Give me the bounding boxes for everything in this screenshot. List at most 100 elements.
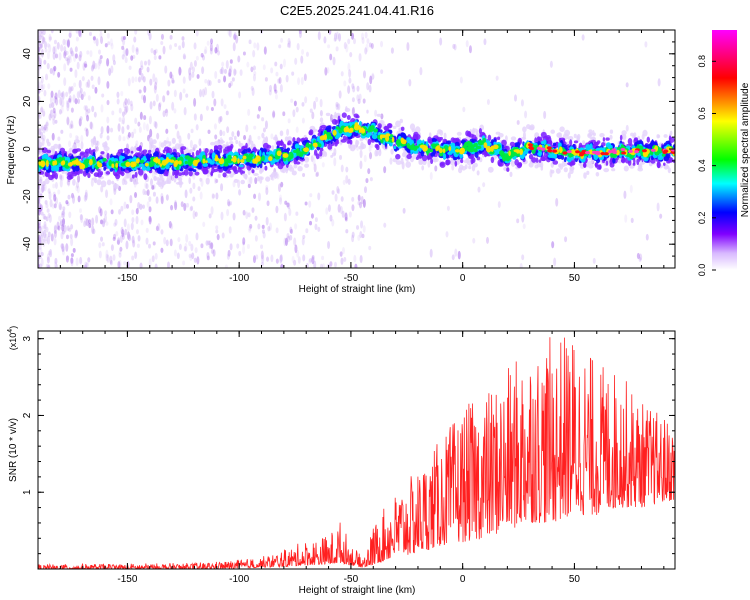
- spectrogram-noise-cell: [164, 65, 168, 74]
- spectrogram-noise-cell: [107, 41, 111, 46]
- spectrogram-noise-cell: [138, 126, 142, 133]
- spectrogram-noise-cell: [78, 54, 82, 62]
- spectrogram-cell: [563, 167, 568, 173]
- spectrogram-cell: [477, 139, 484, 146]
- spectrogram-noise-cell: [78, 30, 82, 37]
- spectrogram-noise-cell: [54, 261, 58, 268]
- spectrogram-cell: [142, 149, 148, 153]
- spectrogram-cell: [383, 126, 389, 131]
- spectrogram-noise-cell: [38, 54, 41, 62]
- spectrogram-cell: [350, 144, 356, 152]
- spectrogram-noise-cell: [188, 67, 192, 76]
- spectrogram-noise-cell: [272, 111, 276, 119]
- spectrogram-noise-cell: [68, 211, 72, 219]
- spectrogram-cell: [226, 146, 233, 151]
- spectrogram-cell: [96, 179, 102, 186]
- spectrogram-noise-cell: [139, 111, 143, 120]
- spectrogram-noise-cell: [351, 97, 355, 103]
- spectrogram-cell: [113, 183, 120, 189]
- spectrogram-noise-cell: [296, 42, 300, 51]
- spectrogram-noise-cell: [128, 234, 132, 242]
- spectrogram-cell: [633, 158, 636, 165]
- spectrogram-cell: [69, 174, 74, 180]
- spectrogram-cell: [184, 155, 191, 160]
- spectrogram-noise-cell: [264, 77, 268, 82]
- spectrogram-cell: [567, 172, 571, 179]
- spectrogram-noise-cell: [215, 179, 219, 184]
- spectrogram-noise-cell: [91, 64, 95, 71]
- spectrogram-noise-cell: [174, 123, 178, 130]
- spectrogram-noise-cell: [105, 221, 109, 226]
- spectrogram-noise-cell: [245, 211, 249, 220]
- spectrogram-noise-cell: [42, 237, 46, 243]
- spectrogram-noise-cell: [352, 38, 356, 45]
- spectrogram-cell: [486, 142, 492, 146]
- spectrogram-noise-cell: [44, 48, 48, 53]
- spectrogram-noise-cell: [70, 107, 74, 113]
- spectrogram-noise-cell: [246, 61, 250, 68]
- spectrogram-cell: [583, 172, 587, 179]
- spectrogram-noise-cell: [79, 256, 83, 265]
- spectrogram-noise-cell: [44, 123, 48, 131]
- spectrogram-noise-cell: [118, 259, 122, 268]
- spectrogram-noise-cell: [42, 184, 46, 192]
- spectrogram-cell: [340, 139, 347, 143]
- spectrogram-noise-cell: [59, 220, 63, 227]
- spectrogram-cell: [567, 136, 574, 141]
- spectrogram-noise-cell: [194, 247, 198, 254]
- spectrogram-noise-cell: [638, 257, 642, 262]
- spectrogram-noise-cell: [193, 257, 197, 263]
- spectrogram-hot-cell: [620, 147, 626, 152]
- spectrogram-noise-cell: [434, 165, 438, 172]
- spectrogram-noise-cell: [163, 236, 167, 245]
- spectrogram-noise-cell: [38, 254, 42, 260]
- spectrogram-noise-cell: [472, 237, 476, 244]
- spectrogram-noise-cell: [74, 230, 78, 239]
- spectrogram-noise-cell: [149, 78, 153, 86]
- spectrogram-noise-cell: [68, 30, 72, 39]
- spectrogram-noise-cell: [42, 134, 46, 141]
- spectrogram-noise-cell: [220, 98, 224, 107]
- spectrogram-noise-cell: [268, 89, 272, 96]
- spectrogram-noise-cell: [122, 37, 126, 46]
- spectrogram-noise-cell: [457, 250, 461, 260]
- spectrogram-noise-cell: [48, 103, 52, 109]
- chart-title: C2E5.2025.241.04.41.R16: [280, 3, 434, 18]
- spectrogram-noise-cell: [74, 46, 78, 53]
- spectrogram-noise-cell: [274, 89, 278, 94]
- spectrogram-noise-cell: [106, 135, 110, 141]
- spectrogram-noise-cell: [236, 243, 240, 249]
- spectrogram-noise-cell: [358, 53, 362, 62]
- spectrogram-noise-cell: [140, 60, 144, 68]
- spectrogram-cell: [465, 157, 470, 164]
- spectrogram-hot-cell: [634, 150, 639, 154]
- spectrogram-noise-cell: [291, 71, 295, 76]
- spectrogram-noise-cell: [40, 258, 44, 267]
- spectrogram-noise-cell: [60, 129, 64, 134]
- spectrogram-cell: [588, 164, 594, 169]
- spectrogram-noise-cell: [327, 204, 331, 213]
- spectrogram-noise-cell: [313, 260, 317, 268]
- spectrogram-noise-cell: [129, 194, 133, 204]
- spectrogram-noise-cell: [192, 182, 196, 190]
- spectrogram-noise-cell: [368, 84, 372, 93]
- spectrogram-xtick-label: -100: [229, 273, 249, 284]
- spectrogram-cell: [395, 160, 402, 165]
- spectrogram-noise-cell: [278, 183, 282, 193]
- spectrogram-noise-cell: [360, 32, 364, 41]
- spectrogram-noise-cell: [183, 202, 187, 212]
- spectrogram-cell: [72, 178, 76, 186]
- spectrogram-noise-cell: [44, 233, 48, 242]
- spectrogram-noise-cell: [100, 126, 104, 135]
- spectrogram-noise-cell: [180, 201, 184, 208]
- spectrogram-noise-cell: [657, 78, 661, 87]
- spectrogram-noise-cell: [215, 43, 219, 53]
- spectrogram-noise-cell: [38, 95, 41, 101]
- spectrogram-cell: [263, 137, 266, 143]
- spectrogram-cell: [246, 148, 252, 153]
- spectrogram-noise-cell: [274, 61, 278, 67]
- spectrogram-cell: [255, 155, 261, 162]
- spectrogram-noise-cell: [273, 83, 277, 92]
- spectrogram-noise-cell: [114, 218, 118, 226]
